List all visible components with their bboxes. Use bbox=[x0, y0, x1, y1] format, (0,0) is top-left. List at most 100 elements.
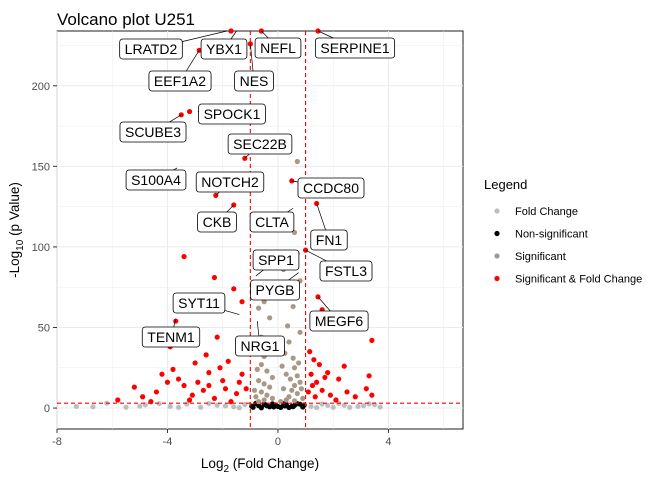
data-point bbox=[206, 370, 212, 376]
gene-label: NES bbox=[234, 43, 274, 92]
x-tick-label: -4 bbox=[163, 436, 173, 448]
data-point bbox=[156, 401, 162, 407]
data-point bbox=[256, 305, 262, 311]
gene-label-text: S100A4 bbox=[131, 172, 181, 188]
data-point bbox=[211, 274, 218, 281]
data-point bbox=[283, 371, 289, 377]
data-point bbox=[308, 371, 314, 377]
data-point bbox=[256, 399, 262, 405]
data-point bbox=[291, 398, 298, 404]
data-point bbox=[319, 387, 325, 393]
data-point bbox=[264, 392, 270, 398]
data-point bbox=[286, 404, 292, 411]
data-point bbox=[217, 365, 223, 371]
data-point bbox=[344, 389, 350, 395]
data-point bbox=[377, 404, 383, 410]
label-box bbox=[249, 211, 295, 233]
data-point bbox=[203, 352, 209, 358]
data-point bbox=[231, 286, 237, 292]
data-point bbox=[279, 363, 285, 369]
fold-change-points bbox=[73, 400, 383, 411]
label-box bbox=[198, 103, 266, 125]
data-point bbox=[316, 361, 322, 368]
data-point bbox=[347, 404, 353, 411]
data-point bbox=[181, 382, 187, 389]
data-point bbox=[231, 404, 237, 410]
label-box bbox=[195, 171, 265, 193]
gene-label: NEFL bbox=[254, 30, 302, 59]
data-point bbox=[285, 323, 291, 329]
data-point bbox=[311, 357, 317, 363]
data-point bbox=[294, 373, 300, 379]
gene-label-text: SPP1 bbox=[258, 252, 294, 268]
gene-label-text: CKB bbox=[203, 214, 232, 230]
data-point bbox=[341, 363, 347, 369]
data-point bbox=[254, 366, 260, 372]
data-point bbox=[366, 401, 372, 407]
data-point bbox=[222, 386, 229, 392]
gene-label-text: CLTA bbox=[255, 214, 289, 230]
y-tick-label: 150 bbox=[32, 161, 50, 173]
label-box bbox=[227, 133, 293, 155]
data-point bbox=[220, 378, 226, 384]
gene-label: SPOCK1 bbox=[197, 103, 266, 125]
data-point bbox=[291, 382, 298, 389]
label-box bbox=[234, 70, 274, 92]
gene-label-text: NOTCH2 bbox=[201, 174, 259, 190]
label-box bbox=[235, 335, 285, 357]
data-point bbox=[322, 374, 328, 381]
gene-label-text: EEF1A2 bbox=[154, 73, 206, 89]
data-point bbox=[305, 389, 311, 395]
data-point bbox=[181, 253, 187, 260]
gene-label: FSTL3 bbox=[305, 249, 373, 282]
data-point bbox=[352, 394, 358, 400]
data-point bbox=[369, 392, 375, 398]
data-point bbox=[253, 394, 259, 400]
data-point bbox=[282, 403, 288, 409]
label-box bbox=[125, 169, 187, 191]
data-point bbox=[298, 386, 305, 392]
data-point bbox=[366, 373, 372, 379]
data-point bbox=[290, 404, 296, 410]
label-box bbox=[141, 326, 201, 348]
data-point bbox=[280, 386, 287, 392]
gene-label-text: YBX1 bbox=[206, 41, 242, 57]
y-axis-ticks: 0 50 100 150 200 bbox=[32, 81, 57, 415]
data-point bbox=[115, 397, 121, 403]
gene-label-text: LRATD2 bbox=[125, 41, 178, 57]
gene-label: SYT11 bbox=[172, 292, 240, 315]
label-box bbox=[119, 121, 187, 143]
data-point bbox=[170, 366, 176, 372]
data-point bbox=[330, 404, 336, 410]
data-point bbox=[186, 108, 193, 115]
data-point bbox=[289, 387, 295, 393]
gene-label: TENM1 bbox=[141, 319, 201, 348]
data-point bbox=[131, 384, 137, 390]
data-point bbox=[90, 404, 96, 410]
data-point bbox=[275, 403, 281, 410]
x-tick-label: -8 bbox=[52, 436, 62, 448]
data-point bbox=[225, 358, 231, 364]
data-point bbox=[283, 397, 289, 403]
y-tick-label: 100 bbox=[32, 242, 50, 254]
data-point bbox=[251, 387, 258, 393]
label-box bbox=[252, 249, 300, 271]
gene-label: LRATD2 bbox=[119, 30, 227, 60]
gene-label: CCDC80 bbox=[291, 177, 365, 199]
legend-entry-label: Significant bbox=[515, 251, 566, 263]
data-point bbox=[200, 387, 206, 393]
x-axis-label: Log2 (Fold Change) bbox=[201, 456, 319, 475]
data-point bbox=[291, 365, 298, 371]
gene-label-text: FSTL3 bbox=[325, 263, 367, 279]
gene-label: NOTCH2 bbox=[195, 171, 265, 196]
legend-key bbox=[494, 275, 500, 282]
gene-label-text: SEC22B bbox=[233, 136, 287, 152]
data-point bbox=[325, 370, 331, 376]
data-point bbox=[355, 403, 361, 410]
data-point bbox=[369, 337, 375, 343]
data-point bbox=[258, 389, 264, 395]
label-box bbox=[314, 37, 396, 59]
data-point bbox=[307, 349, 313, 355]
gene-label: SERPINE1 bbox=[314, 30, 396, 59]
data-point bbox=[271, 404, 277, 410]
